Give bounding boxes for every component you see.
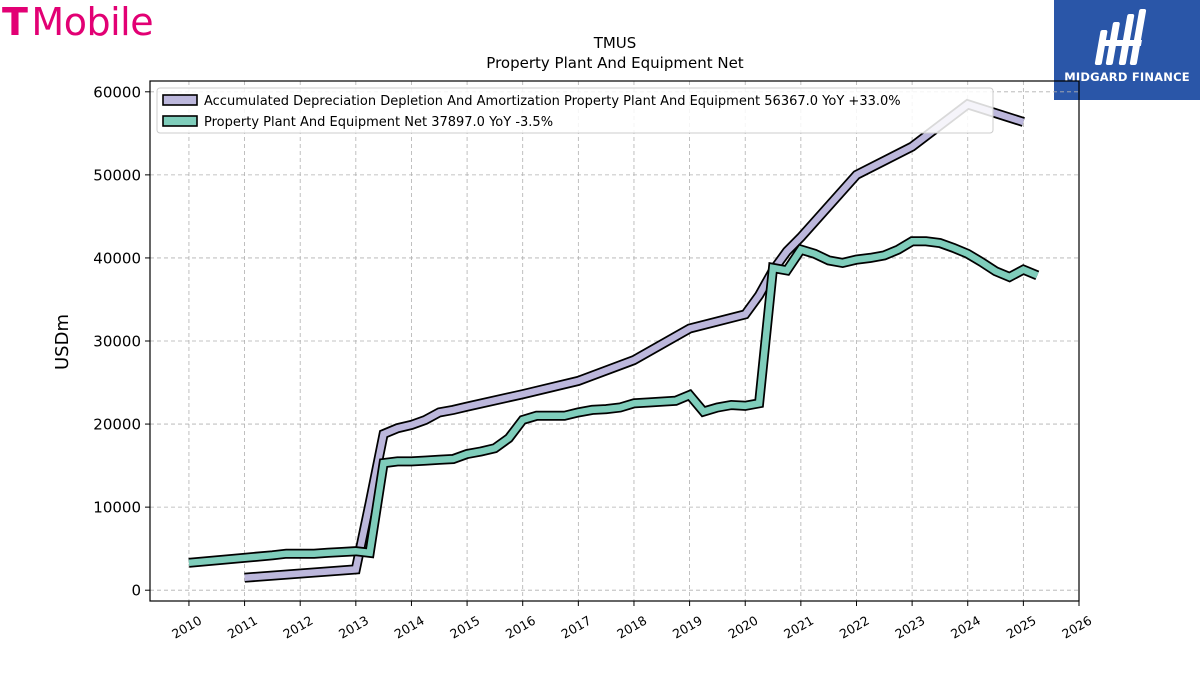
x-tick-label: 2018 xyxy=(614,613,649,642)
legend-label: Property Plant And Equipment Net 37897.0… xyxy=(204,115,553,130)
x-tick-label: 2012 xyxy=(280,613,315,642)
x-tick-label: 2026 xyxy=(1059,613,1094,642)
x-tick-label: 2010 xyxy=(169,613,204,642)
x-tick-label: 2017 xyxy=(559,613,594,642)
legend: Accumulated Depreciation Depletion And A… xyxy=(156,87,994,134)
x-tick-label: 2013 xyxy=(336,613,371,642)
series-line-1 xyxy=(188,238,1039,567)
legend-swatch xyxy=(162,94,198,106)
y-tick-label: 10000 xyxy=(93,499,141,517)
series-lines xyxy=(188,98,1040,583)
midgard-finance-logo: MIDGARD FINANCE xyxy=(1054,0,1200,100)
y-tick-label: 0 xyxy=(131,582,141,600)
x-tick-label: 2022 xyxy=(837,613,872,642)
x-tick-label: 2014 xyxy=(392,613,427,642)
midgard-finance-logo-text: MIDGARD FINANCE xyxy=(1064,70,1190,84)
legend-box xyxy=(156,87,994,134)
x-tick-label: 2025 xyxy=(1004,613,1039,642)
x-tick-label: 2019 xyxy=(670,613,705,642)
x-tick-label: 2016 xyxy=(503,613,538,642)
plot-frame xyxy=(149,80,1080,602)
tmobile-logo-mark: T xyxy=(2,0,28,44)
y-tick-label: 50000 xyxy=(93,166,141,184)
x-tick-label: 2015 xyxy=(447,613,482,642)
x-tick-label: 2021 xyxy=(781,613,816,642)
y-axis-label: USDm xyxy=(52,314,73,370)
y-axis: 0 10000 20000 30000 40000 50000 60000 xyxy=(93,83,150,600)
legend-swatch xyxy=(162,115,198,127)
x-axis: 2010 2011 2012 2013 2014 2015 2016 2017 2018 2019… xyxy=(169,601,1094,642)
midgard-finance-emblem-icon xyxy=(1094,9,1147,65)
x-tick-label: 2011 xyxy=(225,613,260,642)
tmobile-logo: T Mobile xyxy=(2,0,154,44)
y-tick-label: 20000 xyxy=(93,416,141,434)
x-tick-label: 2023 xyxy=(892,613,927,642)
y-tick-label: 30000 xyxy=(93,333,141,351)
chart-subtitle: Property Plant And Equipment Net xyxy=(486,54,743,72)
y-tick-label: 40000 xyxy=(93,249,141,267)
x-tick-label: 2024 xyxy=(948,613,983,642)
chart-title: TMUS xyxy=(593,34,637,52)
grid xyxy=(150,81,1080,601)
legend-label: Accumulated Depreciation Depletion And A… xyxy=(204,94,901,109)
series-outline-1 xyxy=(188,236,1040,568)
series-line-0 xyxy=(244,100,1025,581)
tmobile-logo-text: Mobile xyxy=(31,0,154,44)
y-tick-label: 60000 xyxy=(93,83,141,101)
x-tick-label: 2020 xyxy=(725,613,760,642)
